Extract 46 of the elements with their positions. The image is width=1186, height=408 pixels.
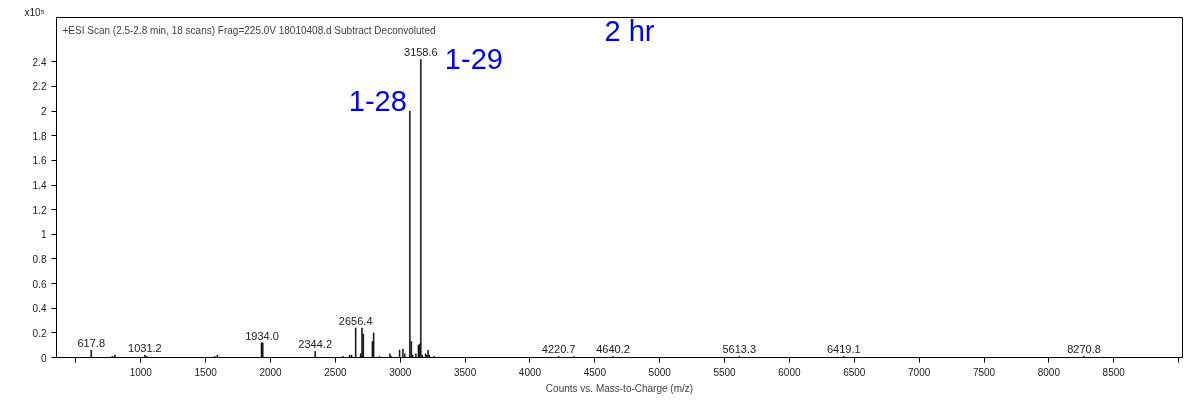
x-tick-label: 3000 <box>389 366 412 378</box>
y-tick-label: 0.4 <box>32 303 47 315</box>
annotation: 6419.1 <box>826 343 861 356</box>
annotation: 1031.2 <box>128 342 162 355</box>
annotation: 2656.4 <box>338 314 373 327</box>
x-tick-label: 1500 <box>194 366 218 378</box>
y-tick-label: 1 <box>40 229 47 241</box>
annotation: 2344.2 <box>298 338 333 351</box>
annotation: 4220.7 <box>541 343 576 356</box>
x-tick-label: 4000 <box>518 366 542 378</box>
x-tick-label: 3500 <box>454 366 477 378</box>
series-label: 1-28 <box>348 85 407 118</box>
x-tick-label: 4500 <box>583 366 607 378</box>
x-tick-label: 2500 <box>324 366 347 378</box>
y-tick-label: 1.4 <box>32 180 47 192</box>
y-tick-label: 0.2 <box>32 327 47 339</box>
y-tick-label: 1.2 <box>32 204 47 216</box>
x-tick-label: 5000 <box>648 366 672 378</box>
x-tick-label: 8500 <box>1102 366 1126 378</box>
text: +ESI Scan (2.5-2.8 min, 18 scans) Frag=225.0V 18010408.d Subtract Deconvoluted <box>62 25 436 36</box>
annotation: 2 hr <box>604 14 655 47</box>
annotation: 1934.0 <box>245 329 279 342</box>
y-tick-label: 1.8 <box>32 130 47 142</box>
series-label: 1-29 <box>444 43 503 76</box>
x-tick-label: 5500 <box>713 366 737 378</box>
y-tick-label: 2.4 <box>32 56 47 68</box>
y-tick-label: 0.6 <box>32 278 47 290</box>
annotation: 3158.6 <box>404 46 438 59</box>
x-tick-label: 7500 <box>972 366 996 378</box>
x-axis-title: Counts vs. Mass-to-Charge (m/z) <box>545 382 694 394</box>
y-tick-label: 1.6 <box>32 155 47 167</box>
x-tick-label: 1000 <box>129 366 153 378</box>
x-tick-label: 6500 <box>843 366 866 378</box>
annotation: 4640.2 <box>596 343 630 356</box>
x-tick-label: 6000 <box>778 366 801 378</box>
y-axis-title: x10⁵ <box>24 6 45 18</box>
x-tick-label: 2000 <box>259 366 283 378</box>
annotation: 617.8 <box>77 337 106 350</box>
x-tick-label: 7000 <box>908 366 931 378</box>
annotation: 5613.3 <box>722 343 757 356</box>
y-tick-label: 2 <box>40 106 47 118</box>
x-tick-label: 8000 <box>1037 366 1061 378</box>
y-tick-label: 0.8 <box>32 253 47 265</box>
annotation: 8270.8 <box>1067 343 1101 356</box>
y-tick-label: 0 <box>40 352 47 364</box>
y-tick-label: 2.2 <box>32 81 47 93</box>
